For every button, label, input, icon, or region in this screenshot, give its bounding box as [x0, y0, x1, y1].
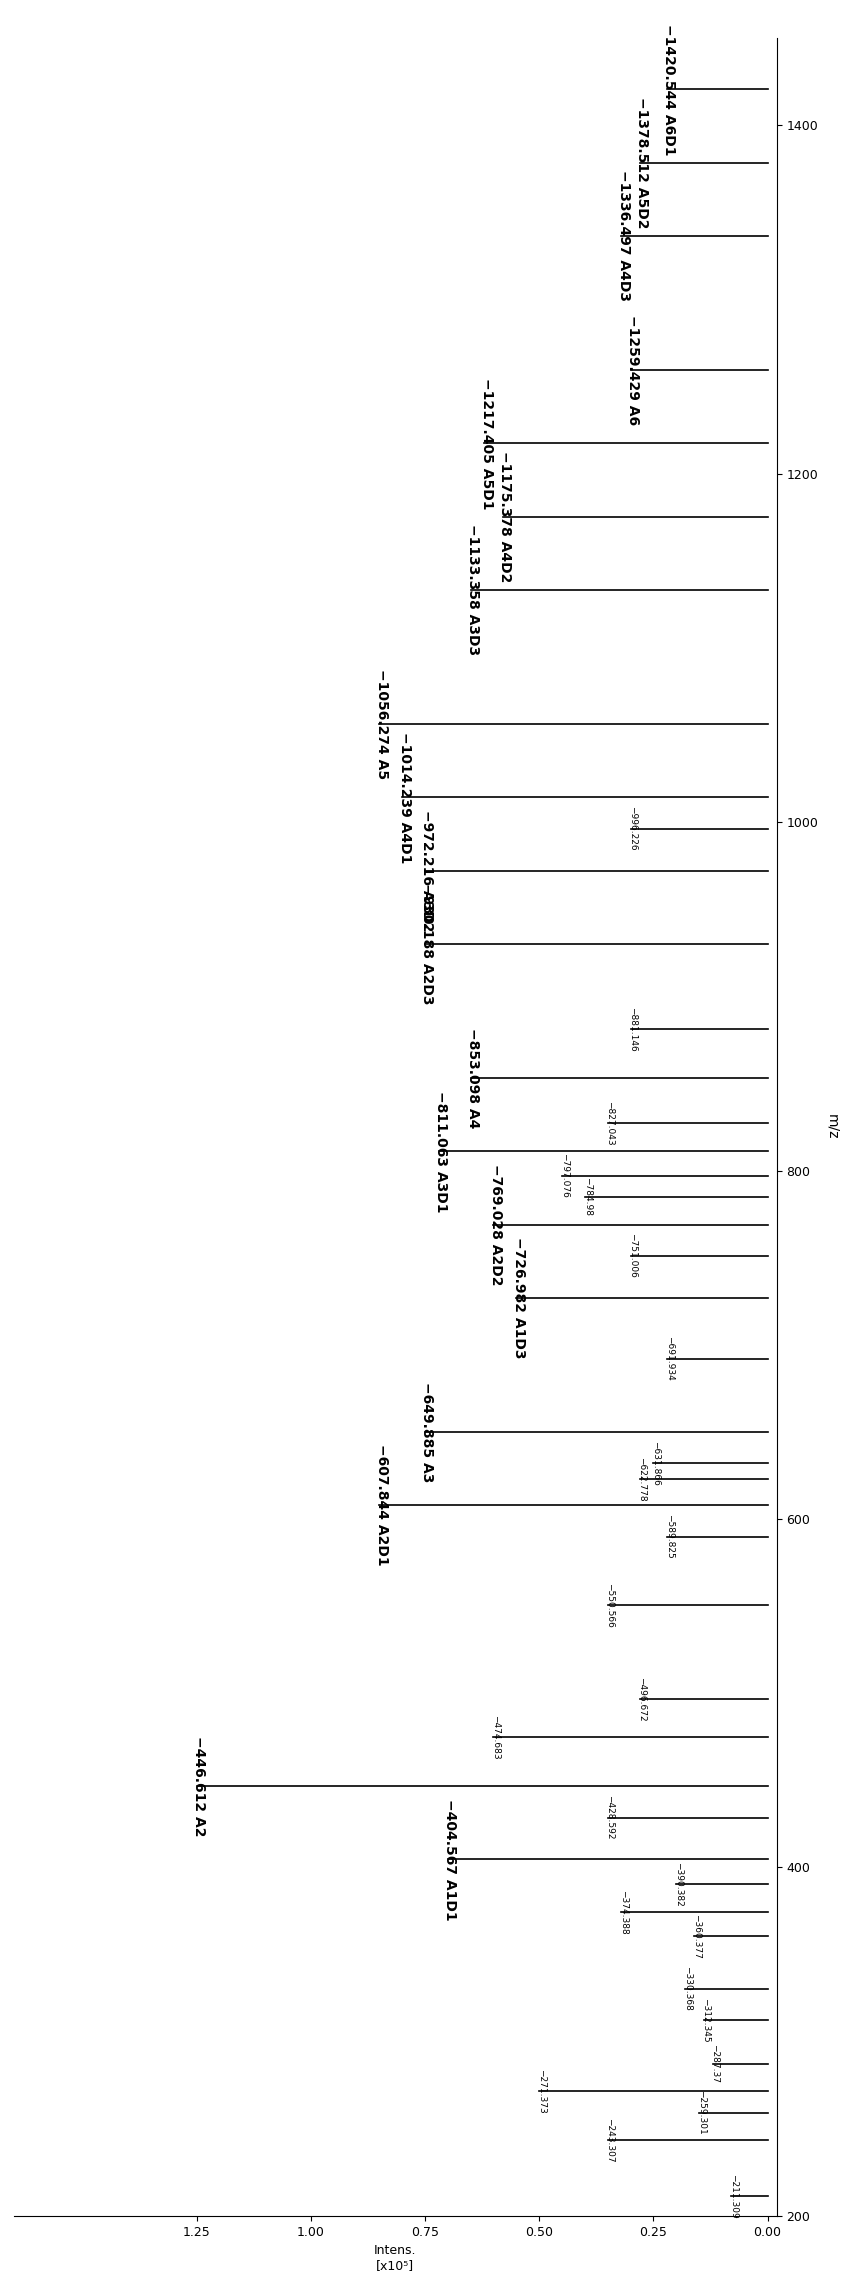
X-axis label: Intens.
[x10⁵]: Intens. [x10⁵] [373, 2245, 416, 2272]
Text: −691.934: −691.934 [664, 1337, 673, 1381]
Text: −797.076: −797.076 [559, 1152, 568, 1198]
Text: −360.377: −360.377 [691, 1913, 700, 1959]
Text: −1336.497 A4D3: −1336.497 A4D3 [616, 171, 630, 302]
Text: −751.006: −751.006 [627, 1234, 636, 1278]
Text: −827.043: −827.043 [605, 1102, 613, 1145]
Text: −287.37: −287.37 [710, 2044, 718, 2083]
Text: −259.301: −259.301 [696, 2089, 705, 2135]
Text: −330.368: −330.368 [682, 1966, 691, 2012]
Text: −649.885 A3: −649.885 A3 [420, 1381, 434, 1481]
Text: −496.672: −496.672 [636, 1676, 646, 1721]
Text: −550.566: −550.566 [605, 1582, 613, 1628]
Text: −622.778: −622.778 [636, 1456, 646, 1502]
Text: −811.063 A3D1: −811.063 A3D1 [434, 1090, 447, 1212]
Text: −881.146: −881.146 [627, 1006, 636, 1052]
Text: −589.825: −589.825 [664, 1513, 673, 1559]
Text: −631.866: −631.866 [650, 1440, 659, 1486]
Text: −1259.429 A6: −1259.429 A6 [625, 315, 639, 425]
Text: −404.567 A1D1: −404.567 A1D1 [443, 1799, 457, 1920]
Text: −312.345: −312.345 [700, 1998, 710, 2041]
Text: −474.683: −474.683 [491, 1714, 499, 1760]
Text: −390.382: −390.382 [673, 1861, 682, 1907]
Text: −972.216 A3D2: −972.216 A3D2 [420, 809, 434, 930]
Text: −211.309: −211.309 [728, 2174, 737, 2217]
Text: −1175.378 A4D2: −1175.378 A4D2 [498, 450, 511, 583]
Text: −853.098 A4: −853.098 A4 [465, 1029, 480, 1129]
Text: −930.188 A2D3: −930.188 A2D3 [420, 882, 434, 1004]
Text: −1133.358 A3D3: −1133.358 A3D3 [465, 523, 480, 656]
Text: −446.612 A2: −446.612 A2 [192, 1735, 206, 1836]
Text: −374.388: −374.388 [619, 1891, 627, 1934]
Text: −1014.239 A4D1: −1014.239 A4D1 [397, 732, 411, 864]
Text: −607.844 A2D1: −607.844 A2D1 [374, 1445, 389, 1566]
Y-axis label: m/z: m/z [824, 1113, 838, 1141]
Text: −271.373: −271.373 [536, 2069, 545, 2115]
Text: −243.307: −243.307 [605, 2119, 613, 2163]
Text: −769.028 A2D2: −769.028 A2D2 [488, 1164, 503, 1285]
Text: −996.226: −996.226 [627, 807, 636, 850]
Text: −428.592: −428.592 [605, 1795, 613, 1840]
Text: −1217.405 A5D1: −1217.405 A5D1 [479, 377, 493, 510]
Text: −726.982 A1D3: −726.982 A1D3 [511, 1237, 525, 1358]
Text: −1056.274 A5: −1056.274 A5 [374, 670, 389, 780]
Text: −784.98: −784.98 [582, 1177, 591, 1216]
Text: −1420.544 A6D1: −1420.544 A6D1 [662, 23, 676, 155]
Text: −1378.512 A5D2: −1378.512 A5D2 [635, 96, 648, 229]
